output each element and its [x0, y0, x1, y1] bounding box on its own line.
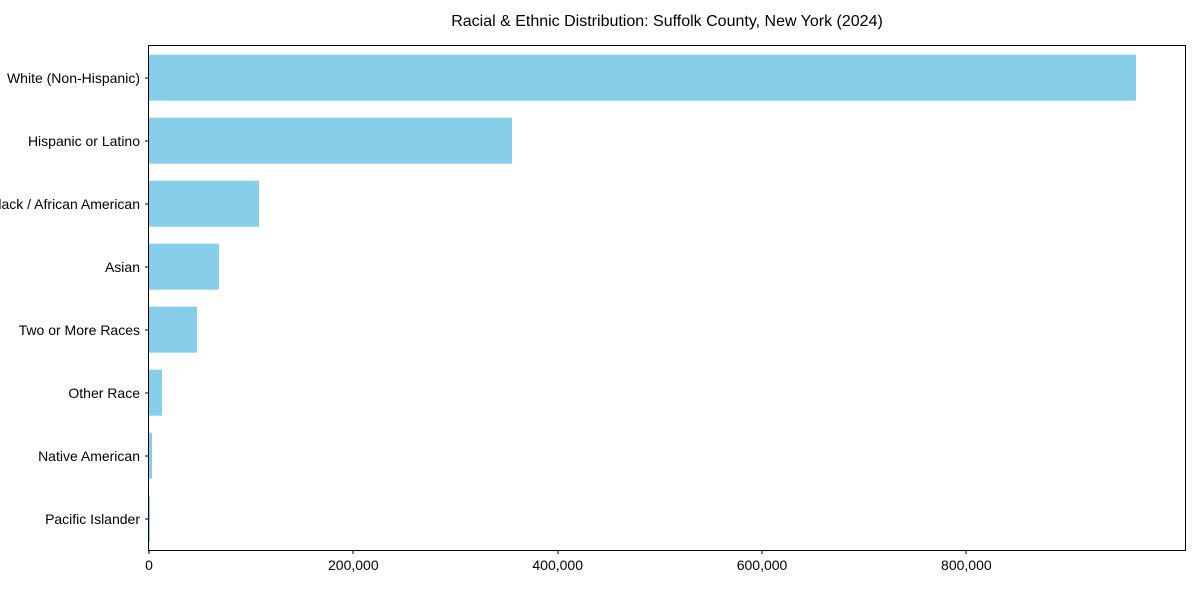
bar [149, 54, 1136, 101]
y-tick-label: Asian [104, 258, 140, 275]
x-tick-label: 600,000 [736, 557, 788, 573]
x-tick-mark [352, 550, 354, 554]
bar-rows: White (Non-Hispanic) Hispanic or Latino Bl… [0, 46, 1185, 550]
y-tick-label: Other Race [68, 384, 140, 401]
y-tick-label: Native American [38, 447, 140, 464]
x-tick-mark [557, 550, 559, 554]
y-tick-label: White (Non-Hispanic) [6, 69, 140, 86]
x-tick-label: 800,000 [941, 557, 992, 573]
y-tick-mark [145, 518, 149, 519]
y-tick-mark [145, 140, 149, 141]
bar [149, 117, 512, 164]
bar [149, 495, 150, 542]
y-tick-mark [145, 203, 149, 204]
bar-row: Asian [105, 235, 1185, 298]
bar-row: Two or More Races [19, 298, 1185, 361]
x-tick-mark [148, 550, 150, 554]
y-tick-label: Hispanic or Latino [27, 132, 140, 149]
y-tick-label: Pacific Islander [45, 510, 140, 527]
bar [149, 180, 260, 227]
bar-row: Other Race [68, 361, 1185, 424]
y-tick-mark [145, 392, 149, 393]
y-tick-mark [145, 455, 149, 456]
x-tick-mark [761, 550, 763, 554]
bar-row: White (Non-Hispanic) [7, 46, 1185, 109]
x-tick-label: 200,000 [328, 557, 379, 573]
bar-row: Pacific Islander [45, 487, 1185, 550]
bar [149, 243, 220, 290]
bar [149, 432, 153, 479]
y-tick-label: Two or More Races [18, 321, 140, 338]
chart-title: Racial & Ethnic Distribution: Suffolk Co… [451, 13, 883, 30]
x-tick-label: 0 [145, 557, 153, 573]
y-tick-mark [145, 266, 149, 267]
bar-row: Hispanic or Latino [28, 109, 1185, 172]
y-tick-mark [145, 329, 149, 330]
y-tick-label: Black / African American [0, 195, 140, 212]
y-tick-mark [145, 77, 149, 78]
bar [149, 369, 163, 416]
bar [149, 306, 198, 353]
bar-row: Black / African American [0, 172, 1185, 235]
bar-row: Native American [38, 424, 1185, 487]
x-tick-label: 400,000 [532, 557, 583, 573]
x-tick-mark [965, 550, 967, 554]
plot-area: White (Non-Hispanic) Hispanic or Latino Bl… [0, 45, 1186, 573]
